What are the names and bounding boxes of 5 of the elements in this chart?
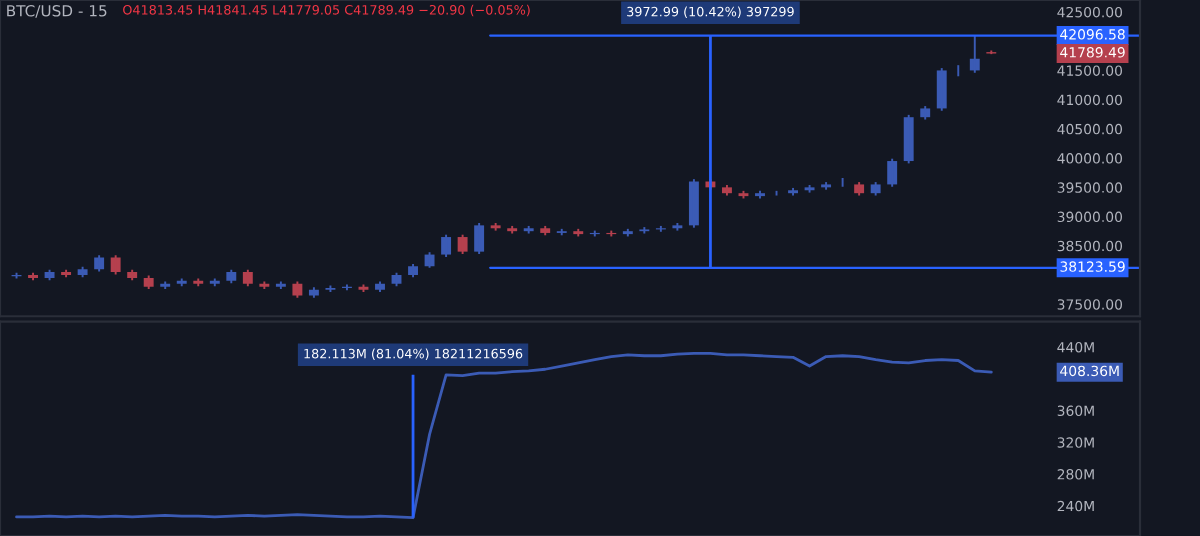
candlestick — [639, 226, 650, 235]
candlestick — [325, 284, 336, 293]
line-series — [15, 351, 993, 520]
candlestick — [986, 49, 997, 56]
candlestick — [556, 227, 567, 237]
